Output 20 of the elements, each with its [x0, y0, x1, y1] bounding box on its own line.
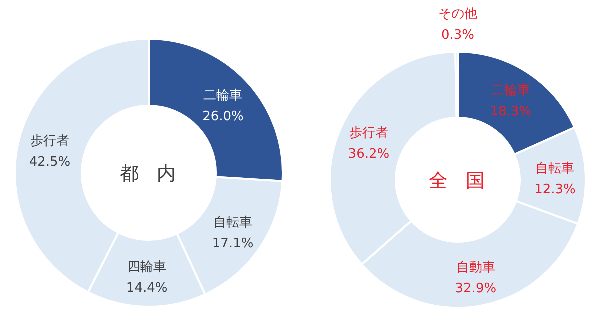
data-label: 26.0%	[202, 109, 244, 124]
slice-label: 歩行者	[349, 126, 388, 141]
data-label: 18.3%	[490, 104, 532, 120]
data-label: 36.2%	[348, 146, 390, 162]
data-label: 0.3%	[441, 28, 475, 43]
data-label: 14.4%	[126, 280, 168, 296]
slice-label: その他	[438, 7, 478, 22]
slice-label: 歩行者	[30, 134, 70, 150]
slice-label: 二輪車	[204, 88, 243, 104]
text: 都内	[120, 163, 194, 185]
slice-label: 四輪車	[128, 260, 167, 275]
slice-label: 自転車	[536, 162, 575, 177]
data-label: 42.5%	[29, 155, 71, 170]
slice-label: 自転車	[214, 216, 253, 231]
data-label: 12.3%	[534, 182, 576, 198]
slice-label: 自動車	[456, 260, 496, 276]
data-label: 32.9%	[455, 282, 497, 297]
data-label: 17.1%	[212, 236, 254, 252]
slice-label: 二輪車	[491, 83, 530, 98]
text: 全国	[429, 170, 503, 192]
